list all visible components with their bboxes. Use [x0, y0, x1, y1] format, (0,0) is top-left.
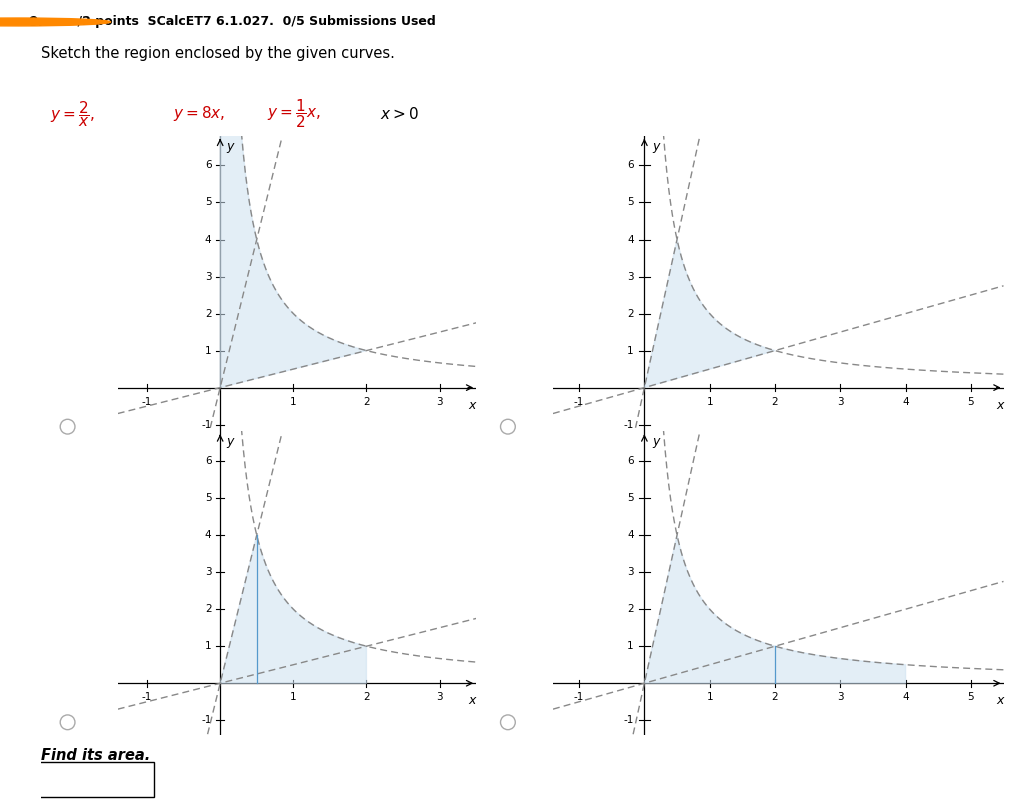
Text: 6: 6 — [205, 161, 212, 170]
Text: $y = \dfrac{1}{2}x,$: $y = \dfrac{1}{2}x,$ — [267, 97, 322, 130]
Circle shape — [0, 18, 111, 26]
Text: 6: 6 — [627, 456, 634, 466]
Text: x: x — [469, 694, 476, 707]
Text: 1: 1 — [627, 642, 634, 651]
Text: -1: -1 — [624, 419, 634, 430]
Text: 2: 2 — [627, 308, 634, 319]
Text: 1: 1 — [627, 346, 634, 356]
Text: -1: -1 — [142, 397, 153, 407]
Text: 2: 2 — [364, 397, 370, 407]
Text: Find its area.: Find its area. — [41, 748, 151, 762]
Text: x: x — [996, 399, 1004, 411]
Text: 2: 2 — [627, 604, 634, 614]
Text: 1: 1 — [707, 397, 713, 407]
Text: 4: 4 — [902, 397, 909, 407]
Text: 5: 5 — [968, 693, 974, 702]
FancyBboxPatch shape — [32, 762, 154, 797]
Text: y: y — [652, 435, 659, 448]
Text: -1: -1 — [142, 693, 153, 702]
Text: 2: 2 — [772, 397, 778, 407]
Text: 4: 4 — [902, 693, 909, 702]
Text: 3: 3 — [436, 397, 443, 407]
Text: 4: 4 — [627, 530, 634, 540]
Text: y: y — [226, 140, 234, 153]
Text: -1: -1 — [201, 715, 212, 725]
Text: 1: 1 — [290, 397, 297, 407]
Text: -1: -1 — [573, 693, 585, 702]
Text: 3: 3 — [837, 397, 844, 407]
Text: 4: 4 — [205, 530, 212, 540]
Text: 2: 2 — [205, 604, 212, 614]
Text: 1: 1 — [205, 642, 212, 651]
Text: -1: -1 — [573, 397, 585, 407]
Text: 4: 4 — [205, 234, 212, 244]
Text: 6: 6 — [627, 161, 634, 170]
Text: 1: 1 — [707, 693, 713, 702]
Text: 3: 3 — [205, 272, 212, 281]
Text: 2: 2 — [205, 308, 212, 319]
Text: 6: 6 — [205, 456, 212, 466]
Text: 4: 4 — [627, 234, 634, 244]
Text: −/2 points  SCalcET7 6.1.027.  0/5 Submissions Used: −/2 points SCalcET7 6.1.027. 0/5 Submiss… — [67, 15, 435, 29]
Text: 5: 5 — [627, 197, 634, 208]
Text: 1: 1 — [205, 346, 212, 356]
Text: 5: 5 — [627, 493, 634, 503]
Text: 3: 3 — [627, 567, 634, 577]
Text: 3: 3 — [436, 693, 443, 702]
Text: -1: -1 — [201, 419, 212, 430]
Text: x: x — [996, 694, 1004, 707]
Text: 2: 2 — [364, 693, 370, 702]
Polygon shape — [220, 535, 367, 683]
Text: 5: 5 — [205, 197, 212, 208]
Polygon shape — [644, 240, 775, 388]
Text: 1: 1 — [290, 693, 297, 702]
Text: 3: 3 — [627, 272, 634, 281]
Text: 3: 3 — [205, 567, 212, 577]
Text: $x > 0$: $x > 0$ — [380, 105, 419, 122]
Text: 2: 2 — [772, 693, 778, 702]
Text: 9.: 9. — [29, 15, 44, 29]
Polygon shape — [644, 535, 905, 683]
Text: y: y — [652, 140, 659, 153]
Text: $y = \dfrac{2}{x},$: $y = \dfrac{2}{x},$ — [50, 99, 95, 129]
Text: Sketch the region enclosed by the given curves.: Sketch the region enclosed by the given … — [41, 46, 395, 61]
Text: x: x — [469, 399, 476, 411]
Text: $y = 8x,$: $y = 8x,$ — [173, 105, 225, 123]
Text: 5: 5 — [968, 397, 974, 407]
Text: y: y — [226, 435, 234, 448]
Text: 5: 5 — [205, 493, 212, 503]
Text: -1: -1 — [624, 715, 634, 725]
Text: 3: 3 — [837, 693, 844, 702]
